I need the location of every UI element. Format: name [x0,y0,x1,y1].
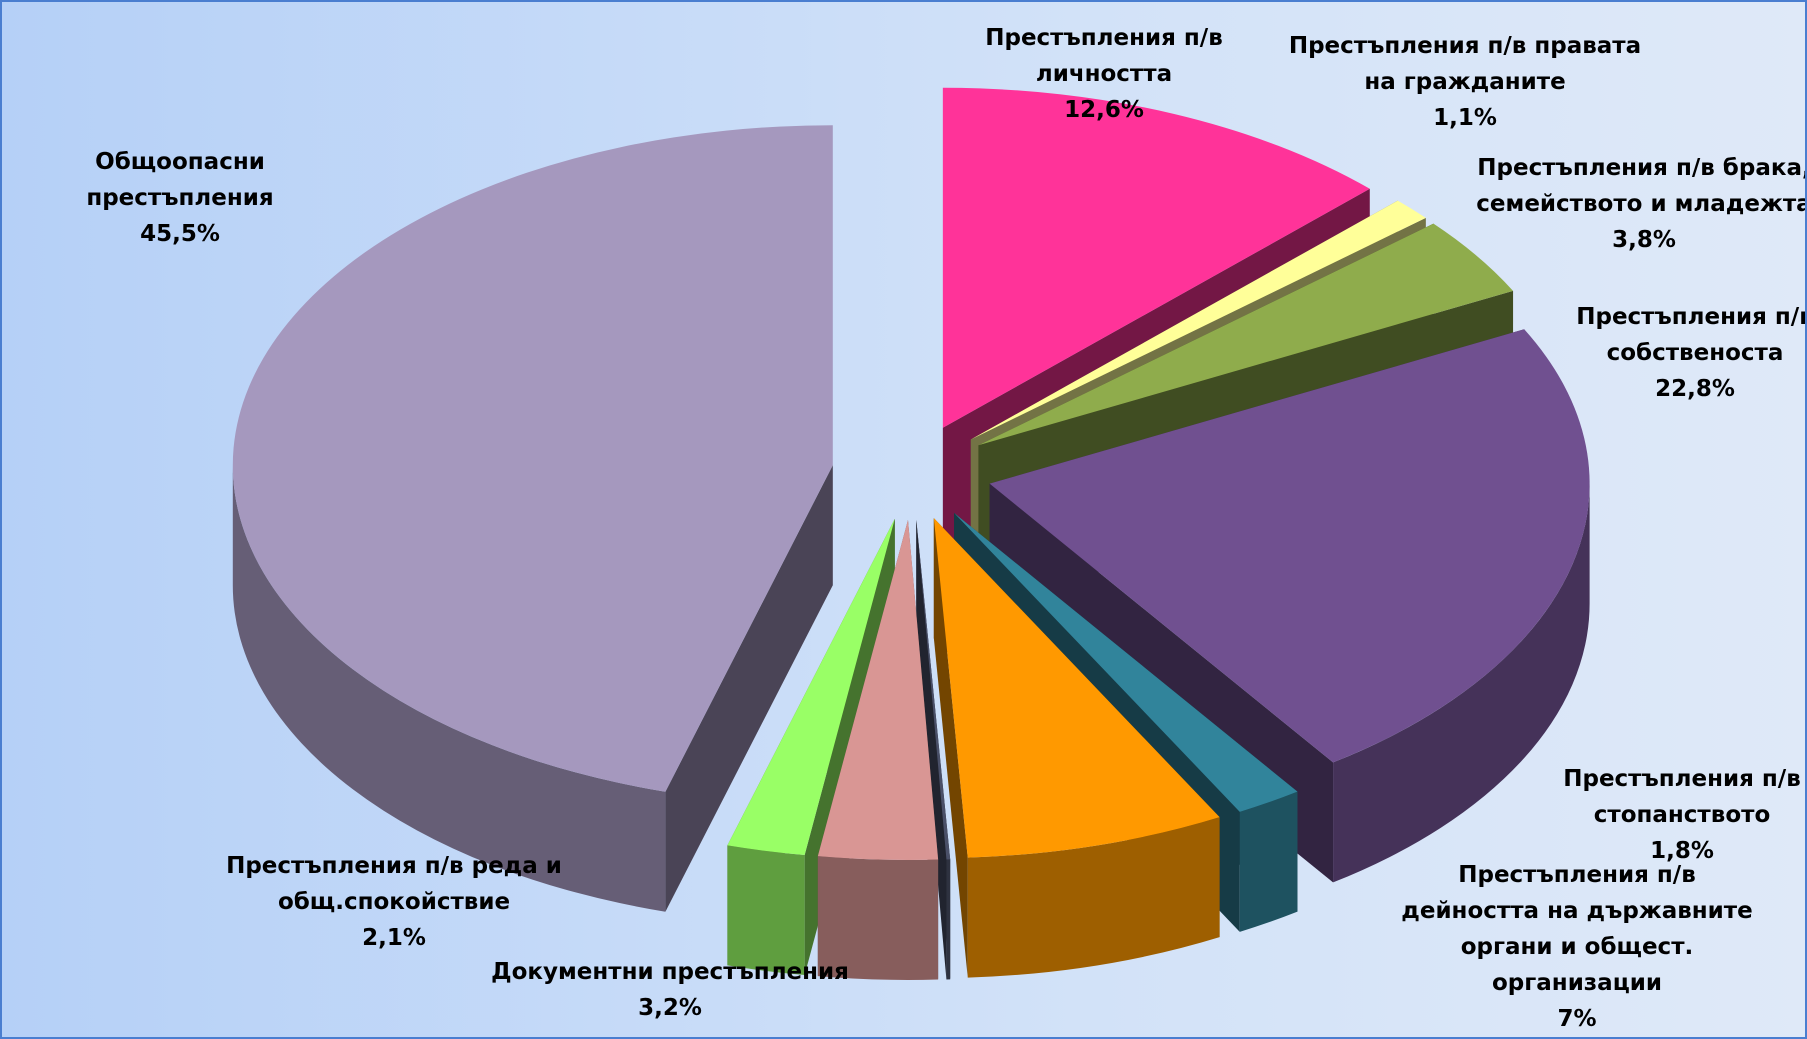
slice-wall [1333,483,1590,883]
slice-label: Престъпления п/в правата на гражданите 1,… [1285,28,1645,136]
value-label: 3,8% [1612,227,1676,253]
slice-top [727,518,895,856]
slice-top [232,125,833,792]
value-label: 2,1% [362,925,426,951]
slice-top [970,200,1426,440]
category-label: Престъпления п/в собственоста [1576,304,1807,366]
pie-slice [916,519,951,980]
slice-top [942,87,1370,428]
slice-top [933,518,1220,858]
value-label: 7% [1557,1006,1597,1032]
slice-label: Престъпления п/в брака, семейството и мл… [1464,150,1807,258]
slice-wall [967,817,1220,978]
category-label: Общоопасни престъпления [86,149,274,211]
slice-label: Престъпления п/в личността 12,6% [924,20,1284,128]
slice-label: Престъпления п/в дейността на държавните… [1397,857,1757,1037]
slice-side [933,518,968,978]
slice-label: Престъпления п/в стопанството 1,8% [1502,761,1805,869]
category-label: Документни престъпления [491,959,849,985]
slice-wall [817,856,939,980]
category-label: Престъпления п/в реда и общ.спокойствие [226,853,562,915]
pie-slice [933,518,1220,978]
slice-wall [946,859,951,980]
slice-top [954,512,1298,812]
slice-side [665,465,833,912]
pie-slice [817,519,939,980]
slice-wall [1239,791,1298,932]
slice-label: Общоопасни престъпления 45,5% [2,144,360,252]
value-label: 45,5% [140,221,220,247]
category-label: Престъпления п/в брака, семейството и мл… [1476,155,1807,217]
value-label: 3,2% [638,995,702,1021]
pie-slice [232,125,833,912]
value-label: 1,1% [1433,105,1497,131]
category-label: Престъпления п/в правата на гражданите [1288,33,1642,95]
slice-top [989,329,1590,763]
slice-label: Документни престъпления 3,2% [490,954,850,1026]
slice-top [978,223,1514,446]
slice-side [916,519,947,980]
value-label: 12,6% [1064,97,1144,123]
slice-wall [727,845,805,976]
value-label: 22,8% [1655,376,1735,402]
value-label: 1,8% [1650,838,1714,864]
category-label: Престъпления п/в личността [985,25,1223,87]
slice-top [916,519,951,860]
slice-label: Престъпления п/в собственоста 22,8% [1515,299,1807,407]
slice-wall [232,465,666,912]
slice-label: Престъпления п/в реда и общ.спокойствие 2… [214,848,574,956]
slice-top [817,519,939,860]
category-label: Престъпления п/в дейността на държавните… [1401,862,1753,996]
category-label: Престъпления п/в стопанството [1563,766,1801,828]
